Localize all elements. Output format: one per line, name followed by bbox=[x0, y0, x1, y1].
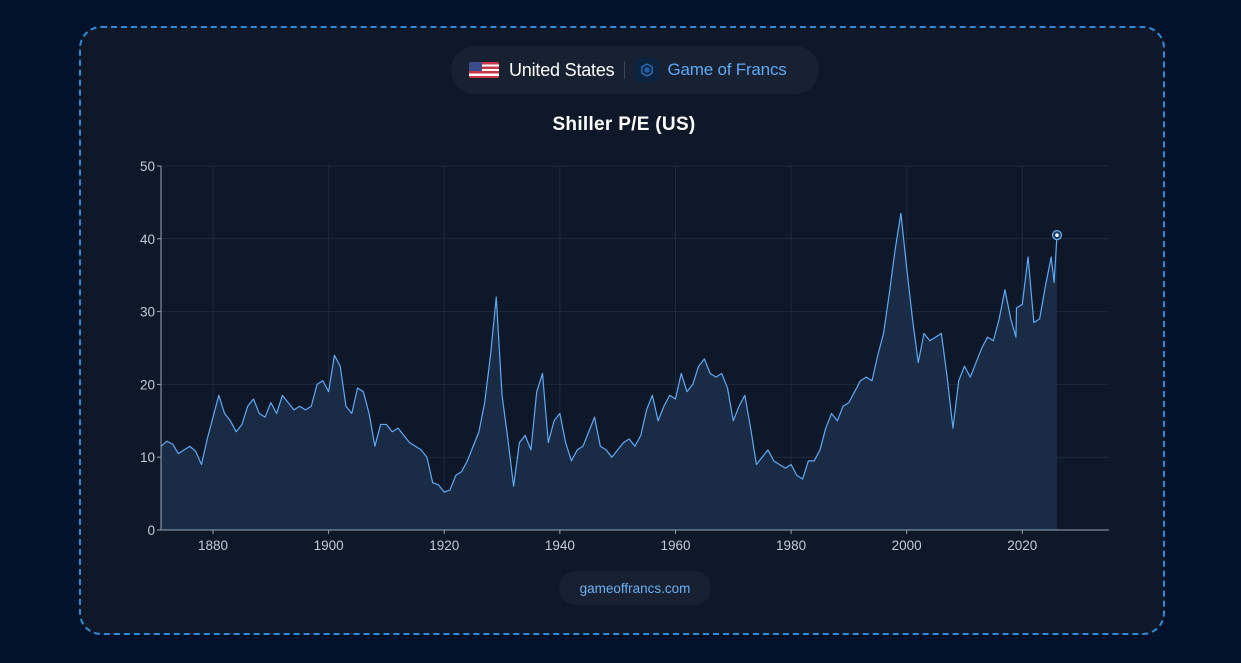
divider bbox=[624, 61, 626, 79]
y-tick-label: 10 bbox=[140, 450, 155, 465]
chart-plot: 0 10 20 30 40 50 1880 1900 1920 1940 1960 1980 2000 2… bbox=[140, 159, 1109, 553]
chart-title: Shiller P/E (US) bbox=[552, 114, 696, 135]
y-tick-label: 0 bbox=[147, 523, 155, 538]
last-point-dot bbox=[1055, 233, 1059, 237]
country-label: United States bbox=[509, 59, 615, 80]
x-tick-label: 1920 bbox=[429, 538, 459, 553]
us-flag-icon bbox=[469, 62, 499, 78]
y-tick-label: 50 bbox=[140, 159, 155, 174]
x-tick-label: 2020 bbox=[1007, 538, 1037, 553]
x-tick-label: 1980 bbox=[776, 538, 806, 553]
brand-link[interactable]: Game of Francs bbox=[667, 60, 787, 79]
chart-card: United States Game of Francs Shiller P/E… bbox=[79, 26, 1165, 635]
x-tick-label: 1900 bbox=[314, 538, 344, 553]
header-pill: United States Game of Francs bbox=[451, 46, 819, 94]
series-area bbox=[161, 213, 1057, 530]
series-line bbox=[160, 212, 1058, 493]
x-tick-label: 1880 bbox=[198, 538, 228, 553]
x-tick-label: 1940 bbox=[545, 538, 575, 553]
y-tick-label: 20 bbox=[140, 377, 155, 392]
x-tick-label: 1960 bbox=[660, 538, 690, 553]
x-tick-label: 2000 bbox=[892, 538, 922, 553]
brand-logo-icon bbox=[635, 58, 660, 82]
website-link[interactable]: gameoffrancs.com bbox=[559, 571, 711, 605]
y-tick-label: 40 bbox=[140, 232, 155, 247]
y-tick-label: 30 bbox=[140, 305, 155, 320]
